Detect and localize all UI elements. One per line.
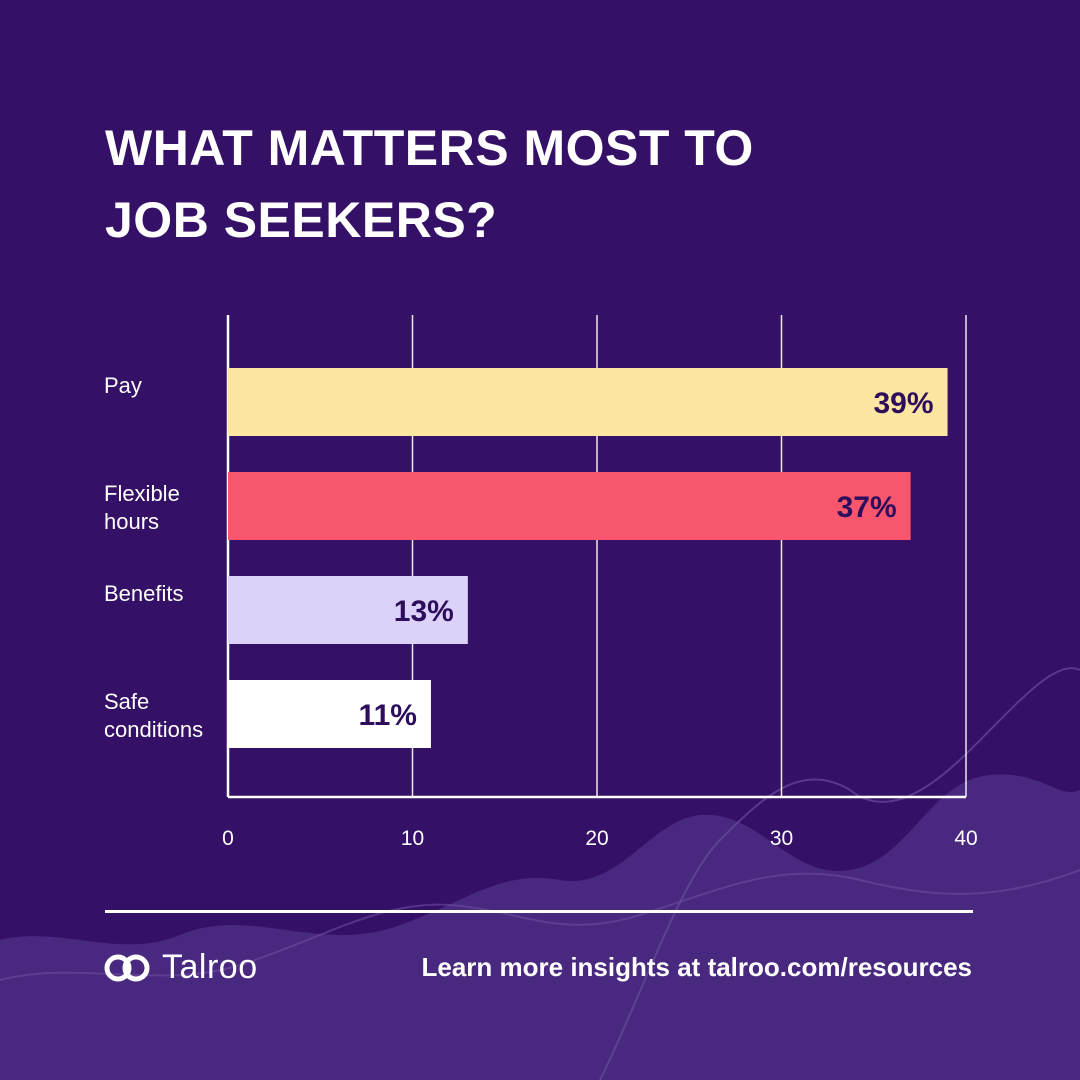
x-tick-label: 30 [770, 827, 793, 850]
footer-divider [105, 910, 973, 913]
category-label: Flexible hours [104, 480, 224, 536]
title-line: JOB SEEKERS? [105, 192, 498, 248]
category-label-line: hours [104, 509, 160, 534]
bar [228, 472, 911, 540]
logo-text: Talroo [162, 948, 258, 986]
talroo-logo[interactable]: Talroo [104, 948, 258, 987]
bar-value-label: 11% [359, 699, 417, 732]
category-label-line: Safe [104, 689, 150, 714]
bar [228, 368, 948, 436]
resources-link[interactable]: Learn more insights at talroo.com/resour… [421, 952, 973, 982]
category-label-line: Flexible [104, 481, 180, 506]
wave-line-1 [599, 667, 1080, 1080]
category-label: Safe conditions [104, 688, 224, 744]
bar-value-label: 37% [837, 491, 897, 524]
bar [228, 576, 468, 644]
chart-title: WHAT MATTERS MOST TO JOB SEEKERS? [105, 112, 905, 256]
category-label-line: conditions [104, 717, 204, 742]
category-label-line: Pay [104, 373, 142, 398]
x-tick-label: 10 [401, 827, 424, 850]
x-tick-label: 0 [222, 827, 234, 850]
bar-value-label: 39% [874, 387, 934, 420]
x-tick-label: 40 [954, 827, 977, 850]
title-line: WHAT MATTERS MOST TO [105, 120, 754, 176]
category-label: Benefits [104, 580, 224, 608]
bar-value-label: 13% [394, 595, 454, 628]
chain-link-icon [104, 954, 150, 981]
x-tick-label: 20 [585, 827, 608, 850]
category-label: Pay [104, 372, 224, 400]
bar [228, 680, 431, 748]
wave-shape [0, 774, 1080, 1080]
wave-line-2 [0, 869, 1080, 981]
category-label-line: Benefits [104, 581, 184, 606]
